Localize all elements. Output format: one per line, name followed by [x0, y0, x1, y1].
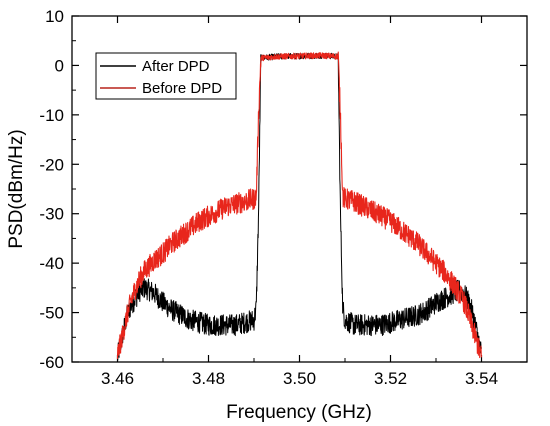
x-tick-label: 3.52	[374, 369, 407, 388]
y-tick-label: -40	[39, 254, 64, 273]
y-tick-label: -60	[39, 353, 64, 372]
y-tick-label: 10	[45, 7, 64, 26]
y-tick-label: 0	[55, 56, 64, 75]
legend: After DPD Before DPD	[95, 52, 237, 100]
legend-box	[95, 52, 237, 100]
y-axis-title: PSD(dBm/Hz)	[6, 129, 27, 248]
legend-after-dpd-label: After DPD	[142, 58, 210, 75]
y-tick-label: -30	[39, 205, 64, 224]
x-tick-label: 3.50	[283, 369, 316, 388]
y-tick-label: -10	[39, 106, 64, 125]
series-layer	[116, 51, 483, 361]
x-axis-title: Frequency (GHz)	[226, 402, 372, 423]
after-dpd-line	[117, 52, 482, 361]
x-tick-label: 3.46	[101, 369, 134, 388]
legend-before-dpd-label: Before DPD	[142, 80, 222, 97]
axis-ticks: 3.46 3.48 3.50 3.52 3.54 -60 -50 -40 -30 -20 -10 0 1…	[39, 7, 527, 388]
y-tick-label: -20	[39, 155, 64, 174]
x-tick-label: 3.48	[192, 369, 225, 388]
y-tick-label: -50	[39, 304, 64, 323]
before-dpd-line	[116, 51, 483, 359]
x-tick-label: 3.54	[465, 369, 498, 388]
